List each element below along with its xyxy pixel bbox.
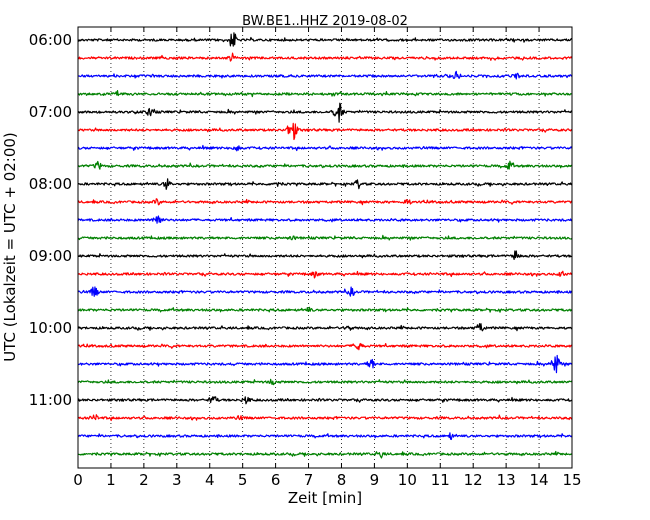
trace-0815 xyxy=(77,198,573,206)
trace-0945 xyxy=(77,306,573,313)
trace-0645 xyxy=(77,90,573,98)
plot-background xyxy=(78,27,572,468)
trace-0845 xyxy=(77,234,573,241)
chart-title: BW.BE1..HHZ 2019-08-02 xyxy=(242,14,408,29)
x-tick-label: 0 xyxy=(73,471,83,489)
y-tick-label: 06:00 xyxy=(29,31,72,49)
trace-0900 xyxy=(77,250,573,261)
x-tick-label: 8 xyxy=(337,471,347,489)
grid-lines xyxy=(110,27,540,468)
y-axis-ticks: 06:00 07:00 08:00 09:00 10:00 11:00 xyxy=(29,31,83,409)
y-tick-label: 08:00 xyxy=(29,175,72,193)
trace-0800 xyxy=(77,178,573,190)
trace-1100 xyxy=(77,396,573,405)
x-tick-label: 6 xyxy=(271,471,281,489)
plot-area xyxy=(78,27,572,468)
y-tick-label: 09:00 xyxy=(29,247,72,265)
x-tick-label: 3 xyxy=(172,471,182,489)
x-tick-label: 1 xyxy=(106,471,116,489)
trace-1045 xyxy=(77,378,573,386)
trace-1130 xyxy=(77,432,573,441)
trace-0745 xyxy=(77,160,573,170)
x-tick-label: 11 xyxy=(431,471,450,489)
x-tick-label: 9 xyxy=(370,471,380,489)
x-tick-label: 2 xyxy=(139,471,149,489)
trace-0915 xyxy=(77,270,573,279)
x-tick-label: 4 xyxy=(205,471,215,489)
trace-1015 xyxy=(77,342,573,351)
trace-1115 xyxy=(77,414,573,422)
trace-0715 xyxy=(77,122,573,141)
x-tick-label: 13 xyxy=(497,471,516,489)
y-tick-label: 10:00 xyxy=(29,319,72,337)
trace-0930 xyxy=(77,286,573,297)
x-tick-label: 14 xyxy=(530,471,549,489)
x-tick-label: 7 xyxy=(304,471,314,489)
trace-0615 xyxy=(77,52,573,62)
trace-0600 xyxy=(77,32,573,47)
x-axis-ticks: 0 1 2 3 4 5 6 7 8 9 10 11 12 13 14 15 xyxy=(73,27,582,489)
y-tick-label: 07:00 xyxy=(29,103,72,121)
trace-0730 xyxy=(77,144,573,152)
y-axis-label: UTC (Lokalzeit = UTC + 02:00) xyxy=(1,132,19,362)
trace-0700 xyxy=(77,102,573,123)
trace-1030 xyxy=(77,354,573,374)
x-axis-label: Zeit [min] xyxy=(288,489,362,507)
trace-1145 xyxy=(77,450,573,459)
y-tick-label: 11:00 xyxy=(29,391,72,409)
trace-1000 xyxy=(77,323,573,332)
axes-frame xyxy=(77,26,573,469)
x-tick-label: 12 xyxy=(464,471,483,489)
x-tick-label: 10 xyxy=(398,471,417,489)
plot-frame xyxy=(77,26,573,469)
trace-0630 xyxy=(77,70,572,80)
x-tick-label: 5 xyxy=(238,471,248,489)
x-tick-label: 15 xyxy=(562,471,581,489)
trace-0830 xyxy=(77,215,573,224)
seismogram-traces xyxy=(77,32,573,459)
